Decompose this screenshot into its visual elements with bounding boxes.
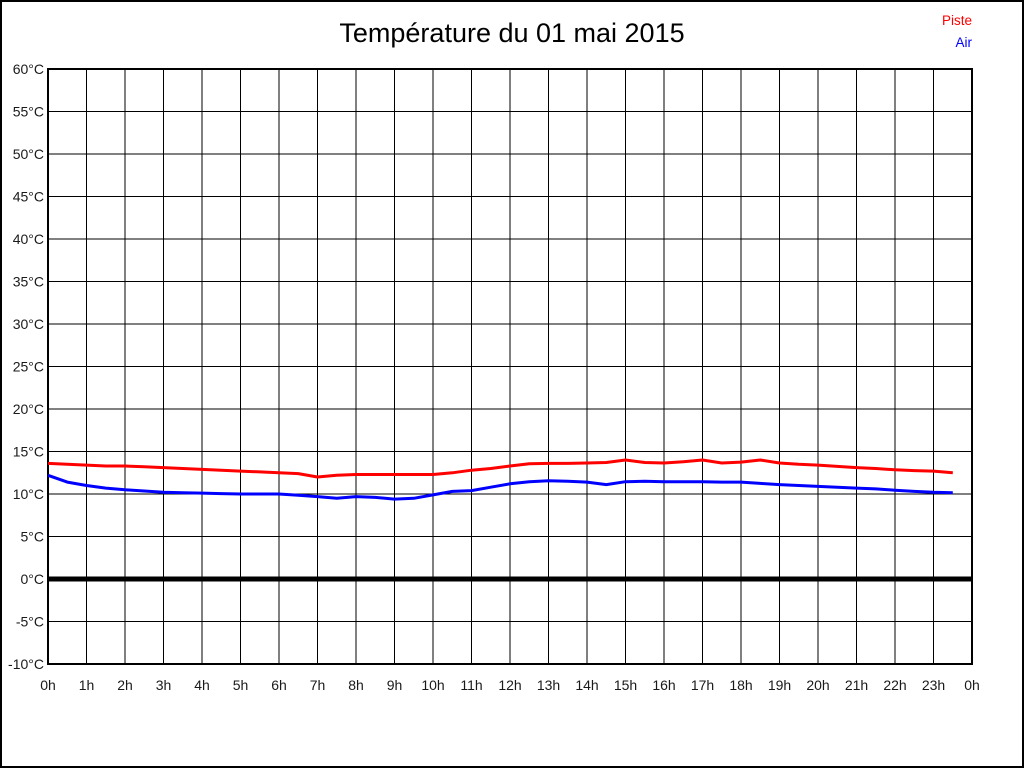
y-tick-label: 5°C: [21, 529, 45, 545]
x-tick-label: 6h: [271, 677, 287, 693]
x-tick-label: 4h: [194, 677, 210, 693]
y-tick-label: 20°C: [13, 401, 44, 417]
y-tick-label: -5°C: [16, 614, 44, 630]
x-tick-label: 15h: [614, 677, 637, 693]
x-tick-label: 18h: [729, 677, 752, 693]
x-tick-label: 14h: [575, 677, 598, 693]
x-tick-label: 1h: [79, 677, 95, 693]
series-air: [47, 473, 953, 501]
y-tick-label: 10°C: [13, 486, 44, 502]
series-piste: [47, 458, 953, 479]
x-tick-label: 10h: [421, 677, 444, 693]
y-tick-label: 60°C: [13, 61, 44, 77]
x-tick-label: 16h: [652, 677, 675, 693]
page-title: Température du 01 mai 2015: [339, 18, 685, 48]
y-tick-label: 40°C: [13, 231, 44, 247]
x-tick-label: 13h: [537, 677, 560, 693]
x-tick-label: 20h: [806, 677, 829, 693]
x-tick-label: 7h: [310, 677, 326, 693]
x-tick-label: 3h: [156, 677, 172, 693]
y-tick-label: 45°C: [13, 189, 44, 205]
x-tick-label: 0h: [40, 677, 56, 693]
x-tick-label: 22h: [883, 677, 906, 693]
x-tick-label: 2h: [117, 677, 133, 693]
x-tick-label: 12h: [498, 677, 521, 693]
y-tick-label: 30°C: [13, 316, 44, 332]
legend-item-air: Air: [955, 35, 973, 50]
x-tick-label: 21h: [845, 677, 868, 693]
x-tick-label: 0h: [964, 677, 980, 693]
x-tick-label: 23h: [922, 677, 945, 693]
x-tick-label: 5h: [233, 677, 249, 693]
y-tick-label: 55°C: [13, 104, 44, 120]
y-tick-label: 25°C: [13, 359, 44, 375]
x-tick-label: 17h: [691, 677, 714, 693]
y-tick-label: 35°C: [13, 274, 44, 290]
legend-item-piste: Piste: [941, 13, 972, 28]
x-tick-label: 8h: [348, 677, 364, 693]
x-tick-label: 9h: [387, 677, 403, 693]
legend: Piste Air: [942, 10, 972, 54]
y-tick-label: 0°C: [21, 571, 45, 587]
x-tick-label: 19h: [768, 677, 791, 693]
x-tick-label: 11h: [460, 677, 482, 693]
y-tick-label: -10°C: [8, 656, 44, 672]
y-tick-label: 15°C: [13, 444, 44, 460]
y-tick-label: 50°C: [13, 146, 44, 162]
